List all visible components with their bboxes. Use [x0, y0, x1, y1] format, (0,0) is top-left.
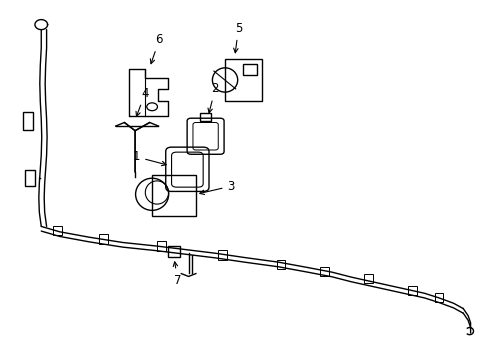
- Bar: [53, 226, 61, 235]
- Bar: [364, 274, 372, 283]
- Bar: [157, 242, 166, 251]
- Text: 6: 6: [150, 33, 163, 64]
- Bar: [99, 234, 108, 244]
- Text: 1: 1: [132, 150, 166, 166]
- Bar: [23, 112, 33, 130]
- Bar: [200, 113, 211, 121]
- Bar: [276, 260, 285, 269]
- Text: 5: 5: [233, 22, 242, 53]
- Text: 7: 7: [173, 262, 181, 287]
- Text: 4: 4: [136, 87, 149, 116]
- Bar: [218, 250, 226, 260]
- Bar: [407, 286, 416, 296]
- Bar: [434, 293, 443, 302]
- Bar: [168, 246, 180, 257]
- Text: 2: 2: [207, 82, 219, 113]
- Bar: [224, 59, 261, 102]
- Bar: [152, 175, 196, 216]
- Text: 3: 3: [200, 180, 234, 194]
- Bar: [25, 170, 35, 186]
- Bar: [320, 267, 328, 276]
- Bar: [243, 64, 256, 75]
